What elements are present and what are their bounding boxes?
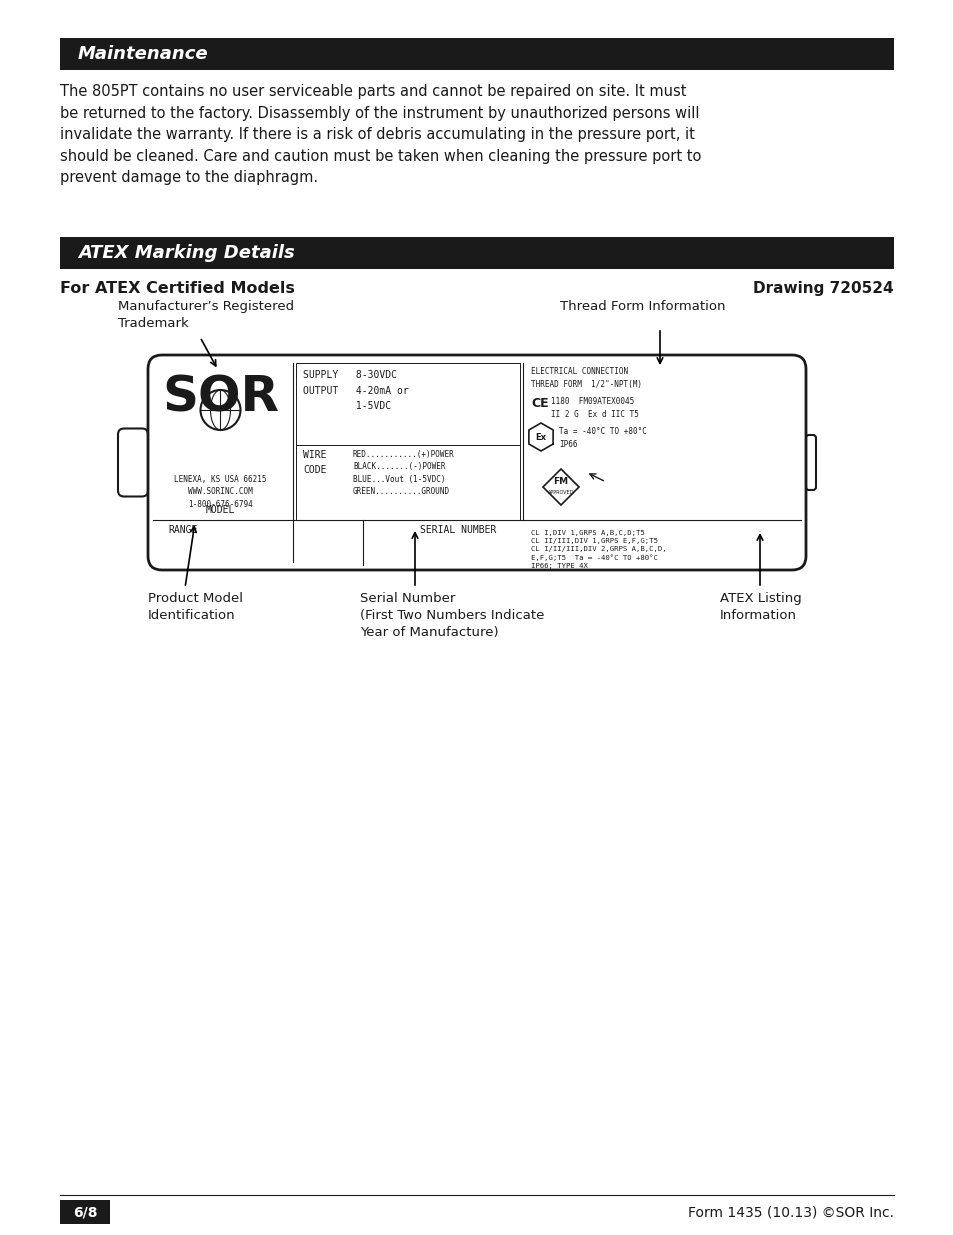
Text: II 2 G  Ex d IIC T5: II 2 G Ex d IIC T5 [551, 410, 639, 419]
Text: WIRE
CODE: WIRE CODE [303, 450, 326, 474]
Text: Ta = -40°C TO +80°C: Ta = -40°C TO +80°C [558, 427, 646, 436]
Text: Serial Number
(First Two Numbers Indicate
Year of Manufacture): Serial Number (First Two Numbers Indicat… [359, 592, 544, 638]
Text: The 805PT contains no user serviceable parts and cannot be repaired on site. It : The 805PT contains no user serviceable p… [60, 84, 700, 185]
Bar [60, 1200, 110, 1224]
Text: APPROVED: APPROVED [547, 490, 574, 495]
Text: ATEX Listing
Information: ATEX Listing Information [720, 592, 801, 622]
Text: For ATEX Certified Models: For ATEX Certified Models [60, 282, 294, 296]
Text: SERIAL NUMBER: SERIAL NUMBER [419, 525, 496, 535]
Text: MODEL: MODEL [206, 505, 235, 515]
Text: Drawing 720524: Drawing 720524 [753, 282, 893, 296]
Text: SUPPLY   8-30VDC
OUTPUT   4-20mA or
         1-5VDC: SUPPLY 8-30VDC OUTPUT 4-20mA or 1-5VDC [303, 370, 408, 411]
Text: Form 1435 (10.13) ©SOR Inc.: Form 1435 (10.13) ©SOR Inc. [687, 1205, 893, 1219]
Text: Product Model
Identification: Product Model Identification [148, 592, 243, 622]
Text: 1180  FM09ATEX0045: 1180 FM09ATEX0045 [551, 396, 634, 406]
Text: Ex: Ex [535, 432, 546, 441]
Text: 6/8: 6/8 [72, 1205, 97, 1219]
Text: Manufacturer’s Registered
Trademark: Manufacturer’s Registered Trademark [118, 300, 294, 330]
Text: FM: FM [553, 478, 568, 487]
Bar [295, 363, 519, 520]
Bar [60, 237, 893, 269]
Text: RANGE: RANGE [168, 525, 197, 535]
Text: RED...........(+)POWER
BLACK.......(-)POWER
BLUE...Vout (1-5VDC)
GREEN..........: RED...........(+)POWER BLACK.......(-)PO… [353, 450, 455, 496]
Text: SOR: SOR [162, 373, 278, 421]
Text: CL I,DIV 1,GRPS A,B,C,D;T5
CL II/III,DIV 1,GRPS E,F,G;T5
CL I/II/III,DIV 2,GRPS : CL I,DIV 1,GRPS A,B,C,D;T5 CL II/III,DIV… [531, 530, 666, 569]
Text: Thread Form Information: Thread Form Information [559, 300, 724, 312]
Text: Maintenance: Maintenance [78, 44, 209, 63]
Bar [60, 38, 893, 70]
Text: ELECTRICAL CONNECTION
THREAD FORM  1/2"-NPT(M): ELECTRICAL CONNECTION THREAD FORM 1/2"-N… [531, 367, 641, 389]
Text: IP66: IP66 [558, 440, 577, 450]
Text: ATEX Marking Details: ATEX Marking Details [78, 245, 294, 262]
Text: CE: CE [531, 396, 548, 410]
Text: LENEXA, KS USA 66215
WWW.SORINC.COM
1-800-676-6794: LENEXA, KS USA 66215 WWW.SORINC.COM 1-80… [174, 475, 267, 509]
